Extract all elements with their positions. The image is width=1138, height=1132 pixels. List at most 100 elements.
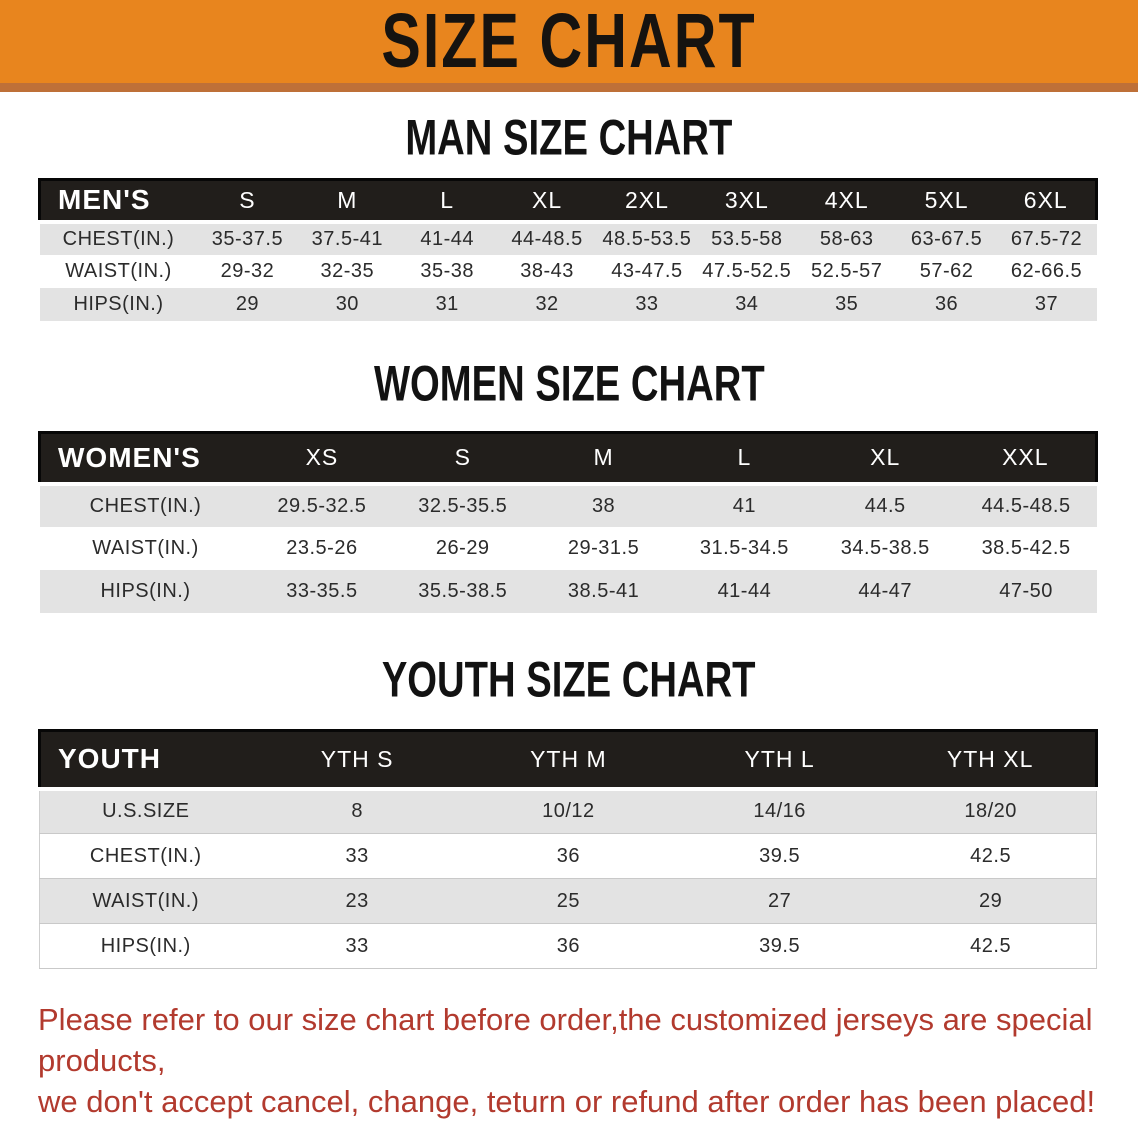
women-value-cell-4: 44-47 xyxy=(814,570,956,613)
women-row-label: CHEST(IN.) xyxy=(39,482,252,527)
men-measurement-row: CHEST(IN.) 35-37.5 37.5-41 41-44 44-48.5 48.5… xyxy=(39,219,1097,255)
youth-row-label: CHEST(IN.) xyxy=(39,833,252,879)
youth-table-title: YOUTH xyxy=(38,729,252,790)
youth-size-column-header-1: YTH M xyxy=(462,729,674,790)
men-value-cell-0: 29-32 xyxy=(197,254,298,288)
women-table-header-row: WOMEN'S XS S M L XL XXL xyxy=(38,430,1098,486)
men-value-cell-1: 32-35 xyxy=(297,254,398,288)
women-measurement-row: WAIST(IN.) 23.5-26 26-29 29-31.5 31.5-34.5 34… xyxy=(39,527,1097,570)
youth-table-header-row: YOUTH YTH S YTH M YTH L YTH XL xyxy=(38,729,1099,790)
women-table-body: CHEST(IN.) 29.5-32.5 32.5-35.5 38 41 44.5 44.5… xyxy=(39,482,1097,613)
men-value-cell-2: 31 xyxy=(397,287,498,321)
women-value-cell-4: 44.5 xyxy=(814,482,956,527)
women-size-column-header-1: S xyxy=(392,430,534,486)
youth-section-heading-text: YOUTH SIZE CHART xyxy=(382,652,756,708)
youth-measurement-row: U.S.SIZE 8 10/12 14/16 18/20 xyxy=(39,786,1098,834)
women-value-cell-1: 26-29 xyxy=(392,527,534,570)
youth-value-cell-3: 29 xyxy=(885,878,1098,924)
women-value-cell-5: 44.5-48.5 xyxy=(955,482,1097,527)
banner: SIZE CHART xyxy=(0,0,1138,92)
men-value-cell-6: 52.5-57 xyxy=(796,254,897,288)
youth-measurement-row: CHEST(IN.) 33 36 39.5 42.5 xyxy=(39,833,1098,879)
men-value-cell-3: 32 xyxy=(497,287,597,321)
men-table-body: CHEST(IN.) 35-37.5 37.5-41 41-44 44-48.5 48.5… xyxy=(39,219,1097,321)
men-size-column-header-4: 2XL xyxy=(597,178,697,223)
women-value-cell-1: 32.5-35.5 xyxy=(392,482,534,527)
men-value-cell-0: 29 xyxy=(197,287,298,321)
men-value-cell-4: 48.5-53.5 xyxy=(597,219,697,255)
youth-row-label: HIPS(IN.) xyxy=(39,923,252,969)
men-value-cell-5: 34 xyxy=(696,287,797,321)
women-measurement-row: HIPS(IN.) 33-35.5 35.5-38.5 38.5-41 41-44 44-… xyxy=(39,570,1097,613)
men-size-column-header-6: 4XL xyxy=(796,178,897,223)
youth-value-cell-3: 18/20 xyxy=(885,786,1098,834)
women-size-column-header-4: XL xyxy=(814,430,956,486)
youth-value-cell-2: 39.5 xyxy=(674,833,886,879)
men-size-column-header-2: L xyxy=(397,178,498,223)
men-value-cell-8: 62-66.5 xyxy=(996,254,1097,288)
men-value-cell-6: 35 xyxy=(796,287,897,321)
men-value-cell-7: 63-67.5 xyxy=(896,219,997,255)
men-value-cell-5: 47.5-52.5 xyxy=(696,254,797,288)
disclaimer-line-1: Please refer to our size chart before or… xyxy=(38,1002,1093,1078)
women-size-column-header-3: L xyxy=(673,430,815,486)
men-table-header: MEN'S S M L XL 2XL 3XL 4XL 5XL 6XL xyxy=(38,178,1098,223)
disclaimer-note: Please refer to our size chart before or… xyxy=(38,999,1120,1122)
youth-row-label: U.S.SIZE xyxy=(39,786,252,834)
women-size-table: WOMEN'S XS S M L XL XXL CHEST(IN.) 29.5-32.5 32.… xyxy=(38,430,1098,613)
men-size-column-header-1: M xyxy=(297,178,398,223)
youth-value-cell-0: 33 xyxy=(251,923,463,969)
women-value-cell-4: 34.5-38.5 xyxy=(814,527,956,570)
women-size-column-header-0: XS xyxy=(251,430,393,486)
men-section-heading: MAN SIZE CHART xyxy=(0,111,1138,166)
men-value-cell-1: 30 xyxy=(297,287,398,321)
youth-table-body: U.S.SIZE 8 10/12 14/16 18/20 CHEST(IN.) 33 36 39… xyxy=(39,786,1098,969)
women-section-heading-text: WOMEN SIZE CHART xyxy=(373,356,765,412)
women-value-cell-3: 41 xyxy=(673,482,815,527)
youth-value-cell-2: 14/16 xyxy=(674,786,886,834)
youth-table-header: YOUTH YTH S YTH M YTH L YTH XL xyxy=(38,729,1099,790)
women-value-cell-1: 35.5-38.5 xyxy=(392,570,534,613)
men-value-cell-8: 37 xyxy=(996,287,1097,321)
women-size-column-header-5: XXL xyxy=(955,430,1098,486)
women-value-cell-0: 23.5-26 xyxy=(251,527,393,570)
youth-size-column-header-2: YTH L xyxy=(674,729,886,790)
women-value-cell-0: 29.5-32.5 xyxy=(251,482,393,527)
youth-value-cell-1: 25 xyxy=(462,878,674,924)
men-value-cell-3: 38-43 xyxy=(497,254,597,288)
men-value-cell-0: 35-37.5 xyxy=(197,219,298,255)
women-table-header: WOMEN'S XS S M L XL XXL xyxy=(38,430,1098,486)
youth-measurement-row: WAIST(IN.) 23 25 27 29 xyxy=(39,878,1098,924)
women-value-cell-3: 41-44 xyxy=(673,570,815,613)
men-value-cell-2: 35-38 xyxy=(397,254,498,288)
men-row-label: CHEST(IN.) xyxy=(39,219,198,255)
men-measurement-row: WAIST(IN.) 29-32 32-35 35-38 38-43 43-47.5 47.… xyxy=(39,254,1097,288)
women-value-cell-5: 38.5-42.5 xyxy=(955,527,1097,570)
youth-value-cell-1: 36 xyxy=(462,833,674,879)
men-size-table: MEN'S S M L XL 2XL 3XL 4XL 5XL 6XL CHEST(IN.) 35-3… xyxy=(38,178,1098,321)
men-size-column-header-3: XL xyxy=(497,178,597,223)
men-value-cell-5: 53.5-58 xyxy=(696,219,797,255)
men-row-label: WAIST(IN.) xyxy=(39,254,198,288)
youth-size-column-header-3: YTH XL xyxy=(885,729,1099,790)
youth-size-column-header-0: YTH S xyxy=(251,729,463,790)
women-value-cell-3: 31.5-34.5 xyxy=(673,527,815,570)
youth-measurement-row: HIPS(IN.) 33 36 39.5 42.5 xyxy=(39,923,1098,969)
disclaimer-line-2: we don't accept cancel, change, teturn o… xyxy=(38,1084,1096,1119)
youth-value-cell-3: 42.5 xyxy=(885,923,1098,969)
women-value-cell-5: 47-50 xyxy=(955,570,1097,613)
men-value-cell-7: 36 xyxy=(896,287,997,321)
women-size-column-header-2: M xyxy=(533,430,674,486)
women-row-label: WAIST(IN.) xyxy=(39,527,252,570)
youth-value-cell-2: 39.5 xyxy=(674,923,886,969)
men-row-label: HIPS(IN.) xyxy=(39,287,198,321)
men-value-cell-8: 67.5-72 xyxy=(996,219,1097,255)
youth-row-label: WAIST(IN.) xyxy=(39,878,252,924)
women-value-cell-0: 33-35.5 xyxy=(251,570,393,613)
youth-size-table: YOUTH YTH S YTH M YTH L YTH XL U.S.SIZE 8 10/1… xyxy=(38,729,1099,969)
women-value-cell-2: 38 xyxy=(533,482,674,527)
youth-value-cell-0: 23 xyxy=(251,878,463,924)
men-measurement-row: HIPS(IN.) 29 30 31 32 33 34 35 36 37 xyxy=(39,287,1097,321)
youth-value-cell-2: 27 xyxy=(674,878,886,924)
